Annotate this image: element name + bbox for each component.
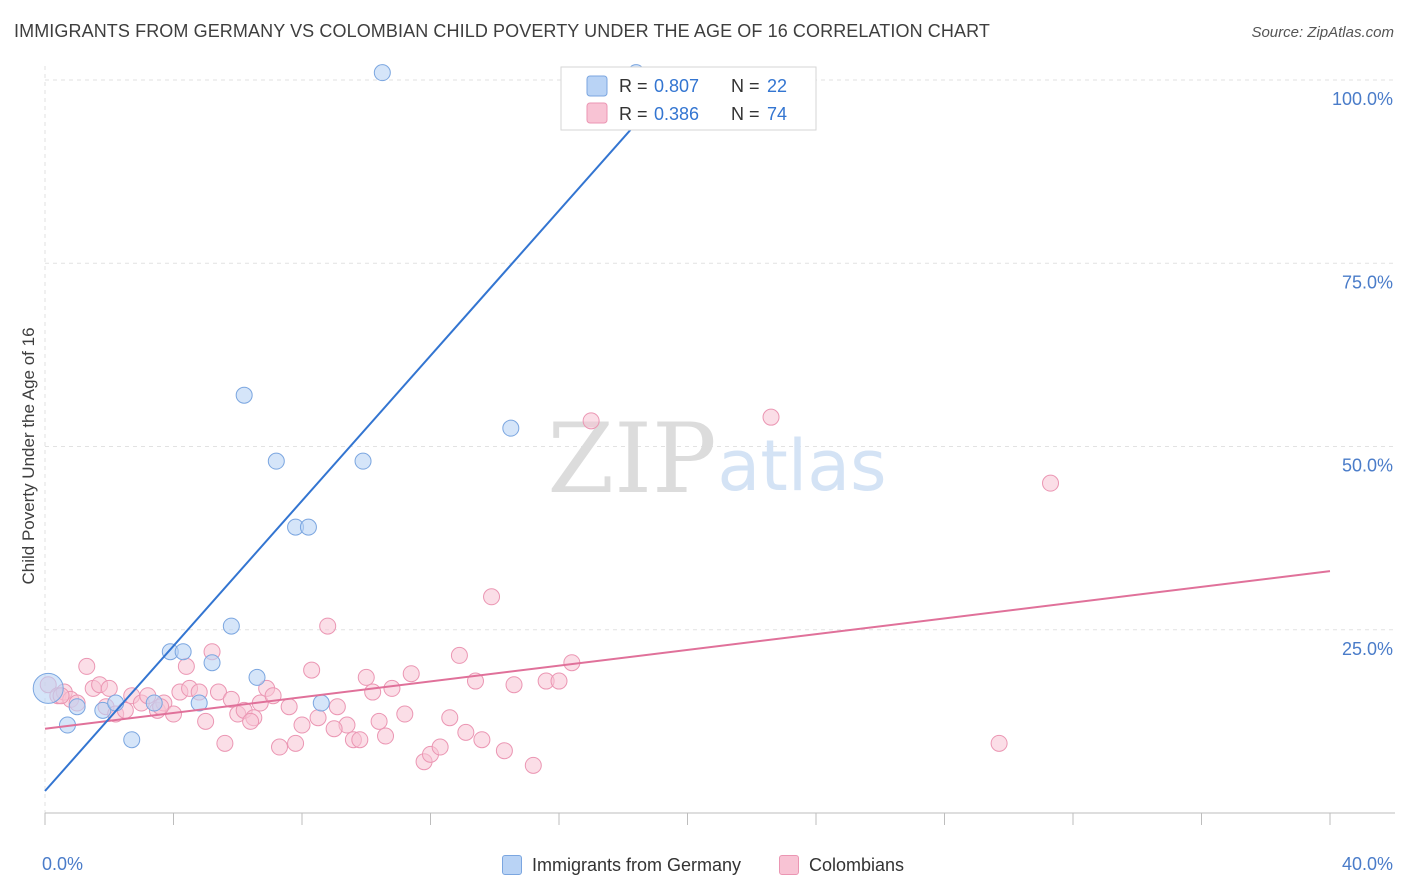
watermark: ZIP atlas	[547, 403, 886, 515]
colombians-point-47	[383, 679, 401, 697]
colombians-point-63	[550, 672, 568, 690]
gridlines	[45, 79, 1395, 631]
germany-point-20	[502, 419, 520, 437]
colombians-points	[39, 408, 1060, 774]
watermark-atlas: atlas	[717, 425, 886, 507]
germany-point-18	[354, 452, 372, 470]
germany-point-14	[267, 452, 285, 470]
germany-point-11	[222, 617, 240, 635]
y-tick-labels: 25.0% 50.0% 75.0% 100.0%	[1332, 89, 1393, 659]
colombians-point-61	[524, 756, 542, 774]
colombians-point-44	[364, 683, 382, 701]
legend-swatch-colombians	[586, 102, 608, 124]
germany-point-9	[190, 694, 208, 712]
axes	[44, 66, 1395, 825]
colombians-point-39	[328, 698, 346, 716]
germany-point-3	[94, 701, 112, 719]
germany-point-0	[32, 672, 64, 704]
germany-point-6	[145, 694, 163, 712]
legend-r-label-germany: R =	[619, 76, 648, 96]
colombians-point-60	[505, 676, 523, 694]
colombians-point-45	[370, 712, 388, 730]
colombians-point-38	[319, 617, 337, 635]
y-tick-label-3: 100.0%	[1332, 89, 1393, 109]
colombians-point-54	[450, 646, 468, 664]
germany-point-8	[174, 643, 192, 661]
legend-n-label-colombians: N =	[731, 104, 760, 124]
chart-title: IMMIGRANTS FROM GERMANY VS COLOMBIAN CHI…	[14, 21, 990, 41]
colombians-point-68	[1042, 474, 1060, 492]
germany-point-4	[107, 694, 125, 712]
colombians-point-36	[303, 661, 321, 679]
germany-point-13	[248, 668, 266, 686]
colombians-point-46	[377, 727, 395, 745]
legend-n-value-colombians: 74	[767, 104, 787, 124]
legend-r-label-colombians: R =	[619, 104, 648, 124]
colombians-point-57	[473, 731, 491, 749]
legend-r-value-germany: 0.807	[654, 76, 699, 96]
y-tick-label-0: 25.0%	[1342, 639, 1393, 659]
colombians-point-21	[197, 712, 215, 730]
x-tick-labels: 0.0% 40.0%	[42, 854, 1393, 874]
germany-point-19	[373, 64, 391, 82]
germany-point-2	[68, 698, 86, 716]
germany-trend-line	[44, 79, 676, 792]
colombians-trend-line	[44, 570, 1331, 730]
series-legend-colombians: Colombians	[779, 855, 904, 876]
colombians-point-73	[325, 720, 343, 738]
colombians-point-5	[78, 657, 96, 675]
colombians-point-23	[209, 683, 227, 701]
colombians-point-24	[216, 734, 234, 752]
colombians-point-37	[309, 709, 327, 727]
colombians-point-34	[287, 734, 305, 752]
colombians-point-59	[495, 742, 513, 760]
colombians-point-53	[441, 709, 459, 727]
germany-point-5	[123, 731, 141, 749]
series-legend: Immigrants from Germany Colombians	[0, 852, 1406, 878]
y-axis-label: Child Poverty Under the Age of 16	[19, 327, 38, 584]
legend-n-label-germany: N =	[731, 76, 760, 96]
y-tick-label-1: 50.0%	[1342, 456, 1393, 476]
series-name-colombians: Colombians	[809, 854, 905, 875]
germany-point-16	[299, 518, 317, 536]
source-credit: Source: ZipAtlas.com	[1251, 24, 1394, 41]
colombians-point-66	[762, 408, 780, 426]
y-tick-label-2: 75.0%	[1342, 272, 1393, 292]
correlation-legend: R = 0.807 N = 22 R = 0.386 N = 74	[560, 66, 817, 131]
series-swatch-colombians	[779, 855, 799, 875]
series-swatch-germany	[501, 855, 522, 875]
x-tick-label-0: 0.0%	[42, 854, 83, 874]
colombians-point-70	[100, 679, 118, 697]
watermark-zip: ZIP	[547, 403, 716, 515]
colombians-point-42	[351, 731, 369, 749]
x-tick-label-1: 40.0%	[1342, 854, 1393, 874]
colombians-point-72	[242, 712, 260, 730]
colombians-point-48	[396, 705, 414, 723]
colombians-point-65	[582, 412, 600, 430]
germany-point-12	[235, 386, 253, 404]
colombians-point-18	[177, 657, 195, 675]
colombians-point-52	[431, 738, 449, 756]
germany-point-17	[312, 694, 330, 712]
colombians-point-35	[293, 716, 311, 734]
colombians-point-43	[357, 668, 375, 686]
colombians-point-33	[280, 698, 298, 716]
series-legend-germany: Immigrants from Germany	[501, 854, 741, 876]
colombians-point-32	[271, 738, 289, 756]
legend-n-value-germany: 22	[767, 76, 787, 96]
series-name-germany: Immigrants from Germany	[531, 854, 741, 875]
trend-lines	[44, 79, 1331, 792]
colombians-point-25	[222, 690, 240, 708]
colombians-point-67	[990, 734, 1008, 752]
legend-swatch-germany	[586, 75, 608, 97]
germany-point-10	[203, 654, 221, 672]
colombians-point-58	[483, 588, 501, 606]
colombians-point-55	[457, 723, 475, 741]
legend-r-value-colombians: 0.386	[654, 104, 699, 124]
colombians-point-49	[402, 665, 420, 683]
